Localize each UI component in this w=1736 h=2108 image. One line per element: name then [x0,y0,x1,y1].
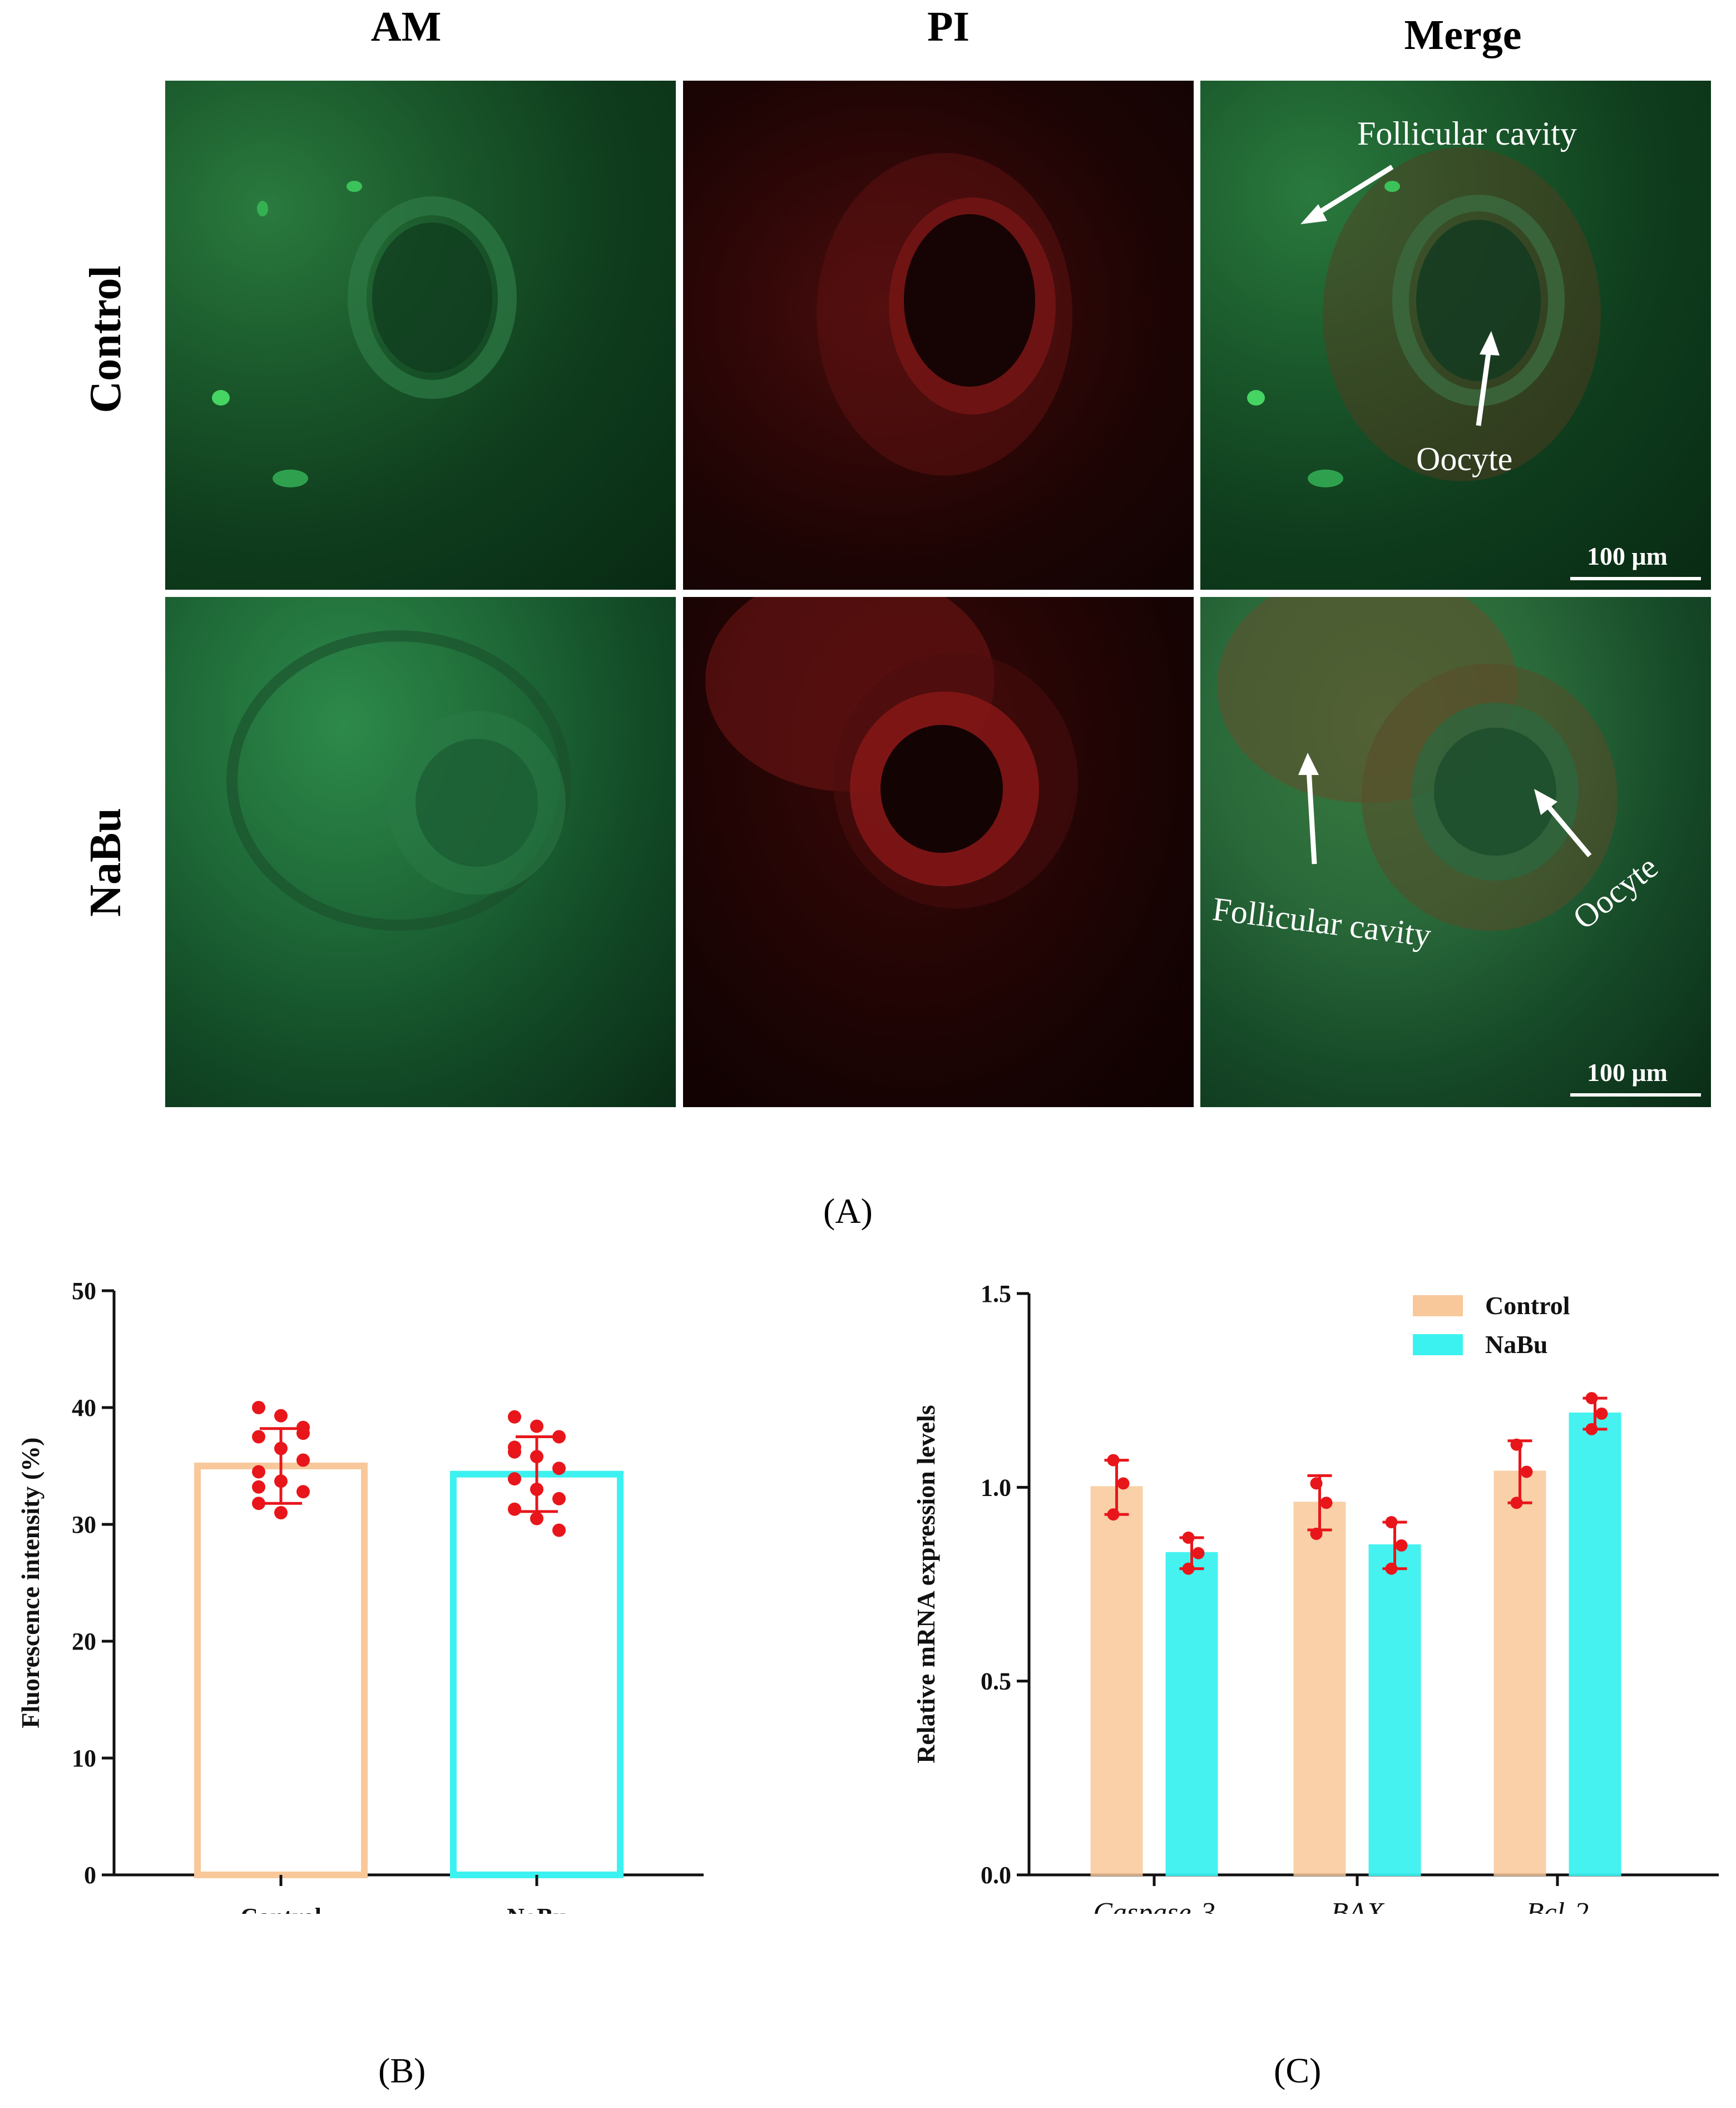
data-point [1395,1539,1408,1552]
legend-swatch-nabu [1413,1334,1463,1355]
y-tick-label: 1.5 [981,1280,1011,1307]
y-tick-label: 0 [84,1862,96,1889]
data-point [296,1485,310,1499]
data-point [1107,1454,1120,1467]
data-point [1310,1477,1323,1490]
panel-label-b: (B) [378,2051,426,2090]
chart-c: 0.0 0.5 1.0 1.5 Relative mRNA expression lev… [912,1280,1719,1914]
nabu-follicular-cavity-label: Follicular cavity [1210,890,1433,954]
bar-control [194,1463,368,1878]
data-point [530,1450,543,1464]
data-point [1510,1438,1523,1451]
column-header-merge: Merge [1404,12,1522,58]
data-point [1320,1497,1333,1509]
bar-nabu-bcl-2 [1569,1412,1621,1876]
data-point [296,1453,310,1467]
x-tick-label: Caspase-3 [1093,1897,1215,1914]
data-point [530,1483,543,1496]
nabu-pi-image [683,597,1194,1107]
y-axis-title: Fluorescence intensity (%) [16,1438,44,1729]
data-point [252,1480,265,1494]
data-point [1107,1508,1120,1521]
panel-label-c: (C) [1274,2051,1322,2090]
data-point [552,1492,566,1505]
data-point [1192,1547,1205,1559]
data-point [252,1430,265,1444]
data-point [508,1445,521,1459]
y-tick-label: 50 [72,1277,96,1305]
data-point [508,1410,521,1424]
data-point [274,1506,288,1519]
bar-control-bax [1293,1502,1346,1876]
control-am-image [165,81,676,590]
y-tick-label: 30 [72,1511,96,1538]
data-point [252,1465,265,1479]
data-point [552,1462,566,1475]
chart-b: 0 10 20 30 40 50 Fluorescence intensity (%) Con… [16,1277,704,1914]
row-header-nabu: NaBu [81,808,130,917]
nabu-am-image [165,597,676,1107]
y-tick-label: 0.0 [981,1862,1011,1889]
y-tick-label: 10 [72,1745,96,1772]
data-point [296,1426,310,1440]
data-point [252,1401,265,1414]
nabu-merge-image: Follicular cavity Oocyte 100 μm [1200,597,1711,1107]
bar-nabu [450,1470,624,1878]
bar-control-bcl-2 [1493,1470,1546,1876]
control-pi-image [683,81,1194,590]
row-header-control: Control [81,265,130,413]
nabu-scale-bar-label: 100 μm [1587,1058,1668,1087]
data-point [1385,1516,1398,1529]
control-merge-image: Follicular cavity Oocyte 100 μm [1200,81,1711,590]
data-point [1510,1497,1523,1509]
y-tick-label: 20 [72,1628,96,1655]
x-tick-label: NaBu [507,1903,567,1914]
data-point [1385,1562,1398,1575]
x-tick-label: Control [240,1903,322,1914]
bar-control-caspase-3 [1090,1486,1143,1877]
control-oocyte-label: Oocyte [1416,441,1512,477]
data-point [274,1441,288,1455]
data-point [274,1409,288,1423]
bar-nabu-bax [1368,1544,1421,1876]
data-point [1595,1407,1608,1420]
control-follicular-cavity-label: Follicular cavity [1357,115,1577,152]
data-point [1585,1423,1598,1435]
y-tick-label: 1.0 [981,1474,1011,1501]
y-tick-label: 40 [72,1394,96,1421]
y-tick-label: 0.5 [981,1668,1011,1695]
data-point [530,1419,543,1433]
legend-swatch-control [1413,1295,1463,1316]
data-point [530,1512,543,1526]
data-point [1117,1477,1130,1490]
data-point [1520,1465,1533,1478]
data-point [1182,1531,1195,1544]
y-axis-title: Relative mRNA expression levels [912,1405,940,1763]
bar-nabu-caspase-3 [1165,1552,1218,1876]
x-tick-label: Bcl-2 [1526,1897,1589,1914]
legend-label-control: Control [1485,1291,1570,1320]
data-point [1182,1562,1195,1575]
data-point [508,1472,521,1486]
data-point [1585,1392,1598,1405]
data-point [1310,1527,1323,1540]
column-header-pi: PI [927,3,970,50]
panel-label-a: (A) [823,1191,873,1231]
data-point [274,1474,288,1488]
data-point [552,1430,566,1444]
data-point [252,1497,265,1510]
legend-label-nabu: NaBu [1485,1330,1547,1359]
column-header-am: AM [370,3,442,50]
x-tick-label: BAX [1331,1897,1385,1914]
control-scale-bar-label: 100 μm [1587,542,1668,570]
data-point [552,1523,566,1537]
data-point [508,1502,521,1516]
